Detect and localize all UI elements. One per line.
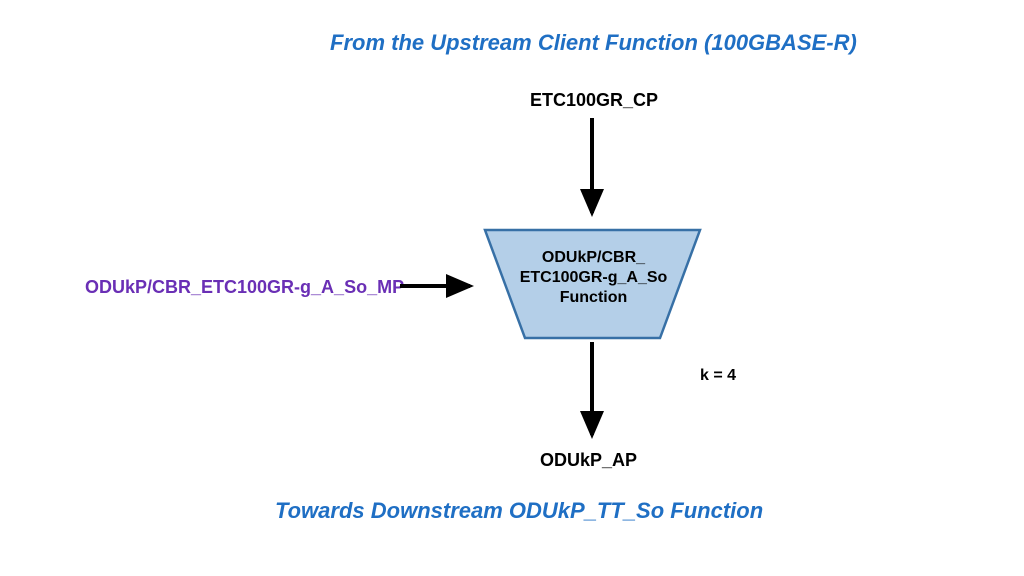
arrow-down	[0, 0, 1024, 576]
